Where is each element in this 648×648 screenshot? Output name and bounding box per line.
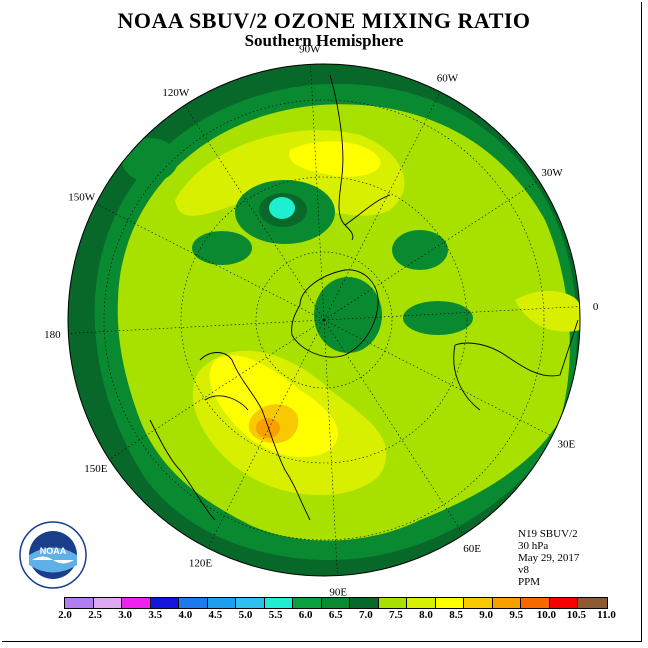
meridian-line: [95, 203, 325, 321]
colorbar-swatch: [549, 598, 578, 608]
meridian-line: [323, 180, 539, 321]
colorbar-tick-label: 10.0: [536, 609, 556, 621]
colorbar-tick-label: 7.0: [358, 609, 373, 621]
ozone-low-cell: [122, 138, 178, 182]
colorbar-swatch: [492, 598, 521, 608]
info-level: 30 hPa: [518, 540, 549, 552]
meridian-line: [323, 319, 338, 576]
meridian-line: [323, 306, 580, 321]
colorbar-tick-label: 5.0: [238, 609, 253, 621]
longitude-label: 90W: [299, 43, 321, 55]
colorbar-swatch: [236, 598, 265, 608]
colorbar-tick-label: 11.0: [597, 609, 616, 621]
longitude-label: 150W: [68, 192, 96, 204]
colorbar-tick-label: 9.0: [479, 609, 494, 621]
colorbar-swatch: [435, 598, 464, 608]
colorbar-tick-label: 4.5: [208, 609, 223, 621]
ozone-low-cell: [192, 231, 252, 265]
colorbar-tick-label: 6.5: [328, 609, 343, 621]
colorbar-tick-label: 3.0: [118, 609, 133, 621]
colorbar-tick-label: 8.5: [449, 609, 463, 621]
longitude-label: 60E: [463, 543, 481, 555]
colorbar-tick-label: 4.0: [178, 609, 193, 621]
longitude-label: 120E: [189, 557, 213, 569]
info-units: PPM: [518, 576, 541, 588]
info-version: v8: [518, 564, 529, 576]
colorbar-swatch: [150, 598, 179, 608]
colorbar-swatch: [521, 598, 550, 608]
ozone-low-cell: [403, 301, 473, 335]
meridian-line: [68, 319, 325, 334]
meridians: [68, 64, 580, 576]
colorbar-tick-label: 9.5: [509, 609, 524, 621]
colorbar-tick-label: 6.0: [298, 609, 313, 621]
longitude-label: 90E: [329, 587, 347, 599]
longitude-label: 30E: [557, 438, 575, 450]
ozone-field: [68, 64, 580, 576]
colorbar-swatch: [179, 598, 208, 608]
colorbar-swatch: [350, 598, 379, 608]
colorbar-tick-label: 7.5: [389, 609, 403, 621]
map-title: NOAA SBUV/2 OZONE MIXING RATIO: [117, 8, 531, 33]
meridian-line: [207, 319, 325, 549]
colorbar-swatch: [293, 598, 322, 608]
colorbar-swatch: [264, 598, 293, 608]
longitude-labels: 90W 60W 30W 0 30E 60E 90E 120E 150E 180 150W 120W: [44, 43, 599, 598]
meridian-line: [109, 319, 325, 460]
colorbar-swatch: [578, 598, 607, 608]
ozone-min-cell: [269, 197, 295, 219]
meridian-line: [323, 319, 464, 535]
colorbar-swatch: [93, 598, 122, 608]
colorbar-swatch: [65, 598, 94, 608]
longitude-label: 120W: [162, 87, 190, 99]
ozone-low-cell: [392, 230, 448, 270]
meridian-line: [323, 319, 553, 437]
longitude-label: 180: [44, 329, 61, 341]
longitude-label: 60W: [437, 73, 459, 85]
colorbar-tick-label: 3.5: [148, 609, 163, 621]
ozone-field-peak: [256, 418, 280, 438]
colorbar-tick-label: 2.0: [58, 609, 72, 621]
ozone-field-yellowgreen: [515, 290, 580, 332]
meridian-line: [323, 91, 441, 321]
longitude-label: 150E: [84, 463, 108, 475]
colorbar-tick-label: 2.5: [88, 609, 102, 621]
graticule: [103, 99, 545, 541]
info-date: May 29, 2017: [518, 552, 580, 564]
info-instrument: N19 SBUV/2: [518, 528, 578, 540]
longitude-label: 30W: [541, 167, 563, 179]
colorbar-swatch: [207, 598, 236, 608]
map-subtitle: Southern Hemisphere: [244, 31, 404, 50]
figure-frame: [2, 2, 642, 642]
colorbar: [64, 597, 608, 609]
colorbar-tick-label: 10.5: [566, 609, 587, 621]
colorbar-swatch: [122, 598, 151, 608]
ozone-field-yellow: [289, 141, 381, 177]
meridian-line: [184, 105, 325, 321]
colorbar-tick-label: 8.0: [419, 609, 433, 621]
colorbar-swatch: [321, 598, 350, 608]
coastlines: [149, 74, 579, 521]
noaa-logo: NOAA: [19, 521, 87, 589]
colorbar-tick-label: 5.5: [268, 609, 283, 621]
longitude-label: 0: [593, 301, 599, 313]
ozone-low-cell: [314, 277, 382, 353]
map-border: [67, 63, 581, 577]
meridian-line: [310, 64, 325, 321]
colorbar-swatch: [407, 598, 436, 608]
colorbar-swatch: [464, 598, 493, 608]
logo-text: NOAA: [40, 546, 67, 556]
colorbar-swatch: [378, 598, 407, 608]
